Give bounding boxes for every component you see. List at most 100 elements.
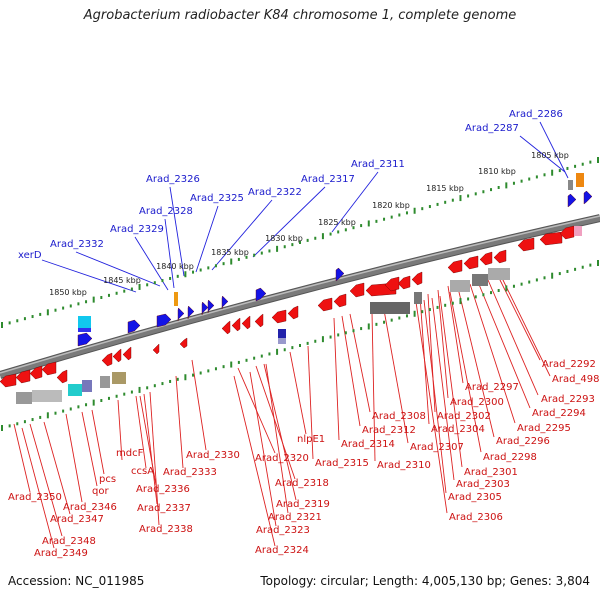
forward-gene-arrow [127, 319, 141, 334]
tick-mark-top [222, 262, 225, 266]
tick-mark-top [451, 198, 454, 202]
gc-block [414, 292, 422, 304]
tick-mark-bottom [497, 289, 500, 292]
top-gene-label: Arad_2326 [146, 174, 200, 185]
tick-mark-bottom [321, 336, 324, 343]
kbp-label: 1835 kbp [211, 248, 249, 257]
tick-mark-top [375, 219, 378, 223]
tick-mark-bottom [161, 382, 164, 386]
gc-block [370, 302, 410, 314]
tick-mark-bottom [558, 272, 561, 276]
leader-line [65, 413, 83, 503]
leader-line [383, 309, 409, 444]
leader-line [233, 375, 276, 547]
tick-mark-top [100, 296, 103, 299]
leader-line [41, 259, 137, 293]
gc-block [82, 380, 92, 392]
bottom-gene-label: Arad_2305 [448, 492, 502, 503]
bottom-gene-label: Arad_2350 [8, 492, 62, 503]
feature-block [78, 316, 91, 328]
leader-line [21, 427, 55, 549]
tick-mark-bottom [146, 386, 149, 390]
top-gene-label: Arad_2328 [139, 206, 193, 217]
tick-mark-bottom [390, 318, 393, 322]
reverse-gene-arrow [179, 337, 188, 349]
bottom-gene-label: Arad_2321 [268, 512, 322, 523]
tick-mark-bottom [69, 407, 72, 411]
tick-mark-top [92, 296, 95, 303]
tick-mark-bottom [574, 267, 577, 271]
tick-mark-top [85, 300, 88, 304]
reverse-gene-arrow [447, 259, 463, 274]
tick-mark-top [39, 312, 42, 316]
reverse-gene-arrow [384, 276, 400, 292]
tick-mark-bottom [597, 260, 599, 266]
tick-mark-top [69, 304, 72, 308]
leader-line [135, 395, 147, 469]
forward-gene-arrow [221, 295, 229, 310]
leader-line [439, 295, 463, 468]
tick-mark-top [16, 319, 19, 323]
tick-mark-bottom [107, 396, 110, 400]
forward-gene-arrow [201, 301, 209, 316]
bottom-gene-label: Arad_2312 [362, 425, 416, 436]
bottom-gene-label: Arad_2298 [483, 452, 537, 463]
tick-mark-bottom [138, 386, 141, 393]
tick-mark-top [199, 268, 202, 272]
leader-line [91, 409, 105, 475]
leader-line [149, 391, 160, 526]
forward-gene-arrow [583, 190, 593, 205]
leader-line [333, 317, 340, 441]
tick-mark-top [115, 291, 118, 295]
bottom-gene-label: Arad_2307 [410, 442, 464, 453]
topology-info: Topology: circular; Length: 4,005,130 bp… [260, 574, 590, 588]
tick-mark-top [474, 192, 477, 196]
tick-mark-top [337, 230, 340, 234]
tick-mark-bottom [352, 329, 355, 333]
tick-mark-bottom [428, 308, 431, 312]
tick-mark-top [321, 233, 324, 240]
feature-block [174, 292, 178, 306]
gc-block [68, 384, 82, 396]
leader-line [349, 313, 371, 413]
bottom-gene-label: Arad_2333 [163, 467, 217, 478]
forward-gene-arrow [77, 332, 93, 347]
feature-block [574, 226, 582, 236]
bottom-gene-label: Arad_2304 [431, 424, 485, 435]
reverse-gene-arrow [397, 275, 411, 290]
leader-line [211, 199, 273, 271]
tick-mark-bottom [77, 405, 80, 409]
bottom-gene-label: Arad_2314 [341, 439, 395, 450]
leader-line [265, 363, 289, 514]
reverse-gene-arrow [479, 251, 493, 266]
leader-line [539, 121, 569, 179]
reverse-gene-arrow [271, 309, 287, 324]
tick-mark-bottom [214, 367, 217, 371]
tick-mark-bottom [535, 278, 538, 282]
tick-mark-top [214, 264, 217, 268]
reverse-gene-arrow [349, 282, 365, 298]
tick-mark-bottom [337, 333, 340, 337]
bottom-gene-label: Arad_2315 [315, 458, 369, 469]
reverse-gene-arrow [41, 361, 57, 376]
reverse-gene-arrow [493, 249, 507, 264]
tick-mark-top [306, 238, 309, 242]
tick-mark-top [558, 169, 561, 173]
tick-mark-top [329, 232, 332, 236]
leader-line [415, 301, 448, 514]
tick-mark-top [444, 200, 447, 204]
leader-line [437, 289, 449, 399]
bottom-gene-label: Arad_2306 [449, 512, 503, 523]
kbp-label: 1825 kbp [318, 218, 356, 227]
tick-mark-bottom [383, 320, 386, 324]
tick-mark-top [1, 322, 3, 328]
bottom-gene-label: Arad_2338 [139, 524, 193, 535]
leader-line [43, 421, 71, 515]
tick-mark-top [512, 181, 515, 185]
tick-mark-top [490, 188, 493, 192]
feature-block [568, 180, 573, 190]
gc-block [32, 390, 62, 402]
tick-mark-bottom [528, 280, 531, 284]
tick-mark-bottom [543, 276, 546, 280]
